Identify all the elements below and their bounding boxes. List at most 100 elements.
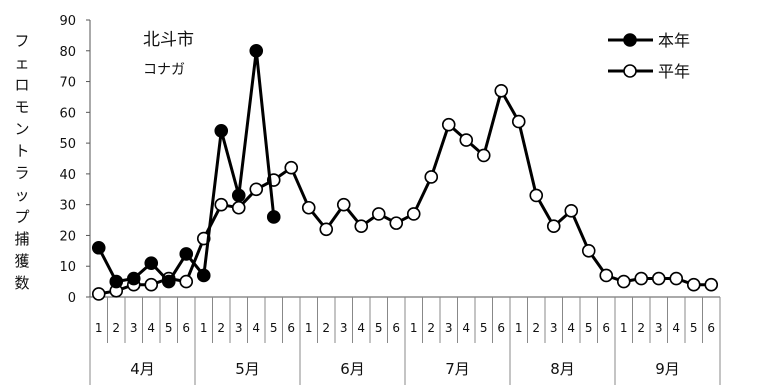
data-point-heinen-17 [389,216,404,230]
y-axis-label-8: プ [14,208,29,226]
data-point-heinen-23 [494,83,509,98]
week-label: 3 [340,321,348,335]
week-label: 3 [130,321,138,335]
y-tick-label: 90 [59,14,76,29]
y-axis-label-1: ェ [14,54,29,72]
week-label: 6 [392,321,400,335]
legend-honnen-marker [623,33,637,47]
data-point-heinen-14 [336,197,351,212]
legend: 本年 平年 [608,31,690,81]
data-point-heinen-33 [669,271,684,286]
week-label: 2 [322,321,330,335]
week-label: 4 [252,321,260,335]
data-point-honnen-0 [91,240,106,255]
week-label: 6 [182,321,190,335]
chart-subtitle: コナガ [143,62,185,78]
week-label: 5 [165,321,173,335]
week-label: 4 [462,321,470,335]
y-ticks: 0 10 20 30 40 50 60 70 80 90 [59,14,90,306]
week-label: 6 [287,321,295,335]
week-label: 2 [112,321,120,335]
week-label: 1 [305,321,313,335]
week-label: 4 [147,321,155,335]
data-point-heinen-9 [249,182,264,197]
week-label: 2 [427,321,435,335]
series-honnen [91,43,281,289]
week-label: 3 [550,321,558,335]
data-point-honnen-8 [231,188,246,203]
data-point-heinen-5 [179,274,194,289]
data-point-heinen-20 [441,117,456,132]
legend-honnen-label: 本年 [658,31,690,50]
data-point-honnen-6 [196,268,211,283]
legend-item-honnen: 本年 [608,31,690,50]
data-point-heinen-32 [651,271,666,286]
y-axis-label-9: 捕 [14,230,29,248]
data-point-heinen-7 [214,197,229,212]
week-label: 2 [217,321,225,335]
y-tick-label: 70 [59,76,76,91]
y-tick-label: 80 [59,45,76,60]
data-point-heinen-34 [686,277,701,292]
y-axis-label-5: ト [14,142,29,160]
data-point-heinen-18 [406,207,421,221]
week-label: 5 [585,321,593,335]
y-tick-label: 60 [59,106,76,121]
y-tick-label: 40 [59,168,76,183]
week-label: 5 [270,321,278,335]
week-label: 2 [637,321,645,335]
data-point-heinen-30 [616,274,631,289]
week-label: 1 [95,321,103,335]
y-tick-label: 20 [59,229,76,244]
data-point-honnen-9 [249,43,264,58]
data-point-honnen-7 [214,124,229,138]
month-label: 4月 [130,360,155,378]
data-point-honnen-1 [109,274,124,289]
y-axis-label-6: ラ [14,164,29,182]
x-categories: 1 2 3 4 5 6 1 2 3 4 5 6 1 2 3 4 5 6 1 2 3 4 5 6 1 2 3 4 5 6 1 2 3 4 5 64月 5月… [89,297,721,385]
month-label: 7月 [445,360,470,378]
data-point-heinen-8 [231,200,246,215]
data-point-heinen-25 [529,188,544,203]
series-line-heinen [98,89,712,296]
series-layer [91,43,719,301]
month-label: 9月 [655,360,680,378]
data-point-heinen-35 [704,277,719,292]
legend-item-heinen: 平年 [608,62,690,81]
week-label: 3 [655,321,663,335]
month-label: 6月 [340,360,365,378]
week-label: 6 [707,321,715,335]
week-label: 5 [690,321,698,335]
week-label: 5 [375,321,383,335]
data-point-honnen-5 [179,247,194,261]
data-point-heinen-19 [424,170,439,184]
y-axis-label-2: ロ [14,76,29,94]
series-line-honnen [97,49,276,284]
y-axis-label-3: モ [14,98,29,116]
data-point-heinen-16 [371,207,386,221]
y-tick-label: 10 [59,260,76,275]
week-label: 3 [445,321,453,335]
week-label: 2 [532,321,540,335]
week-label: 4 [567,321,575,335]
data-point-heinen-13 [319,222,334,237]
data-point-heinen-11 [284,160,299,175]
data-point-honnen-10 [266,210,281,224]
y-tick-label: 30 [59,199,76,214]
data-point-heinen-22 [476,148,491,163]
data-point-heinen-27 [564,204,579,218]
y-axis-label-11: 数 [14,274,29,292]
week-label: 4 [672,321,680,335]
data-point-heinen-3 [144,277,159,292]
data-point-heinen-24 [511,114,526,129]
week-label: 6 [497,321,505,335]
week-label: 1 [410,321,418,335]
week-label: 4 [357,321,365,335]
y-axis-label-4: ン [14,120,29,138]
week-label: 6 [602,321,610,335]
y-tick-label: 50 [59,137,76,152]
y-axis-label-0: フ [14,32,29,50]
data-point-heinen-21 [459,133,474,147]
week-label: 1 [200,321,208,335]
series-heinen [91,83,719,301]
